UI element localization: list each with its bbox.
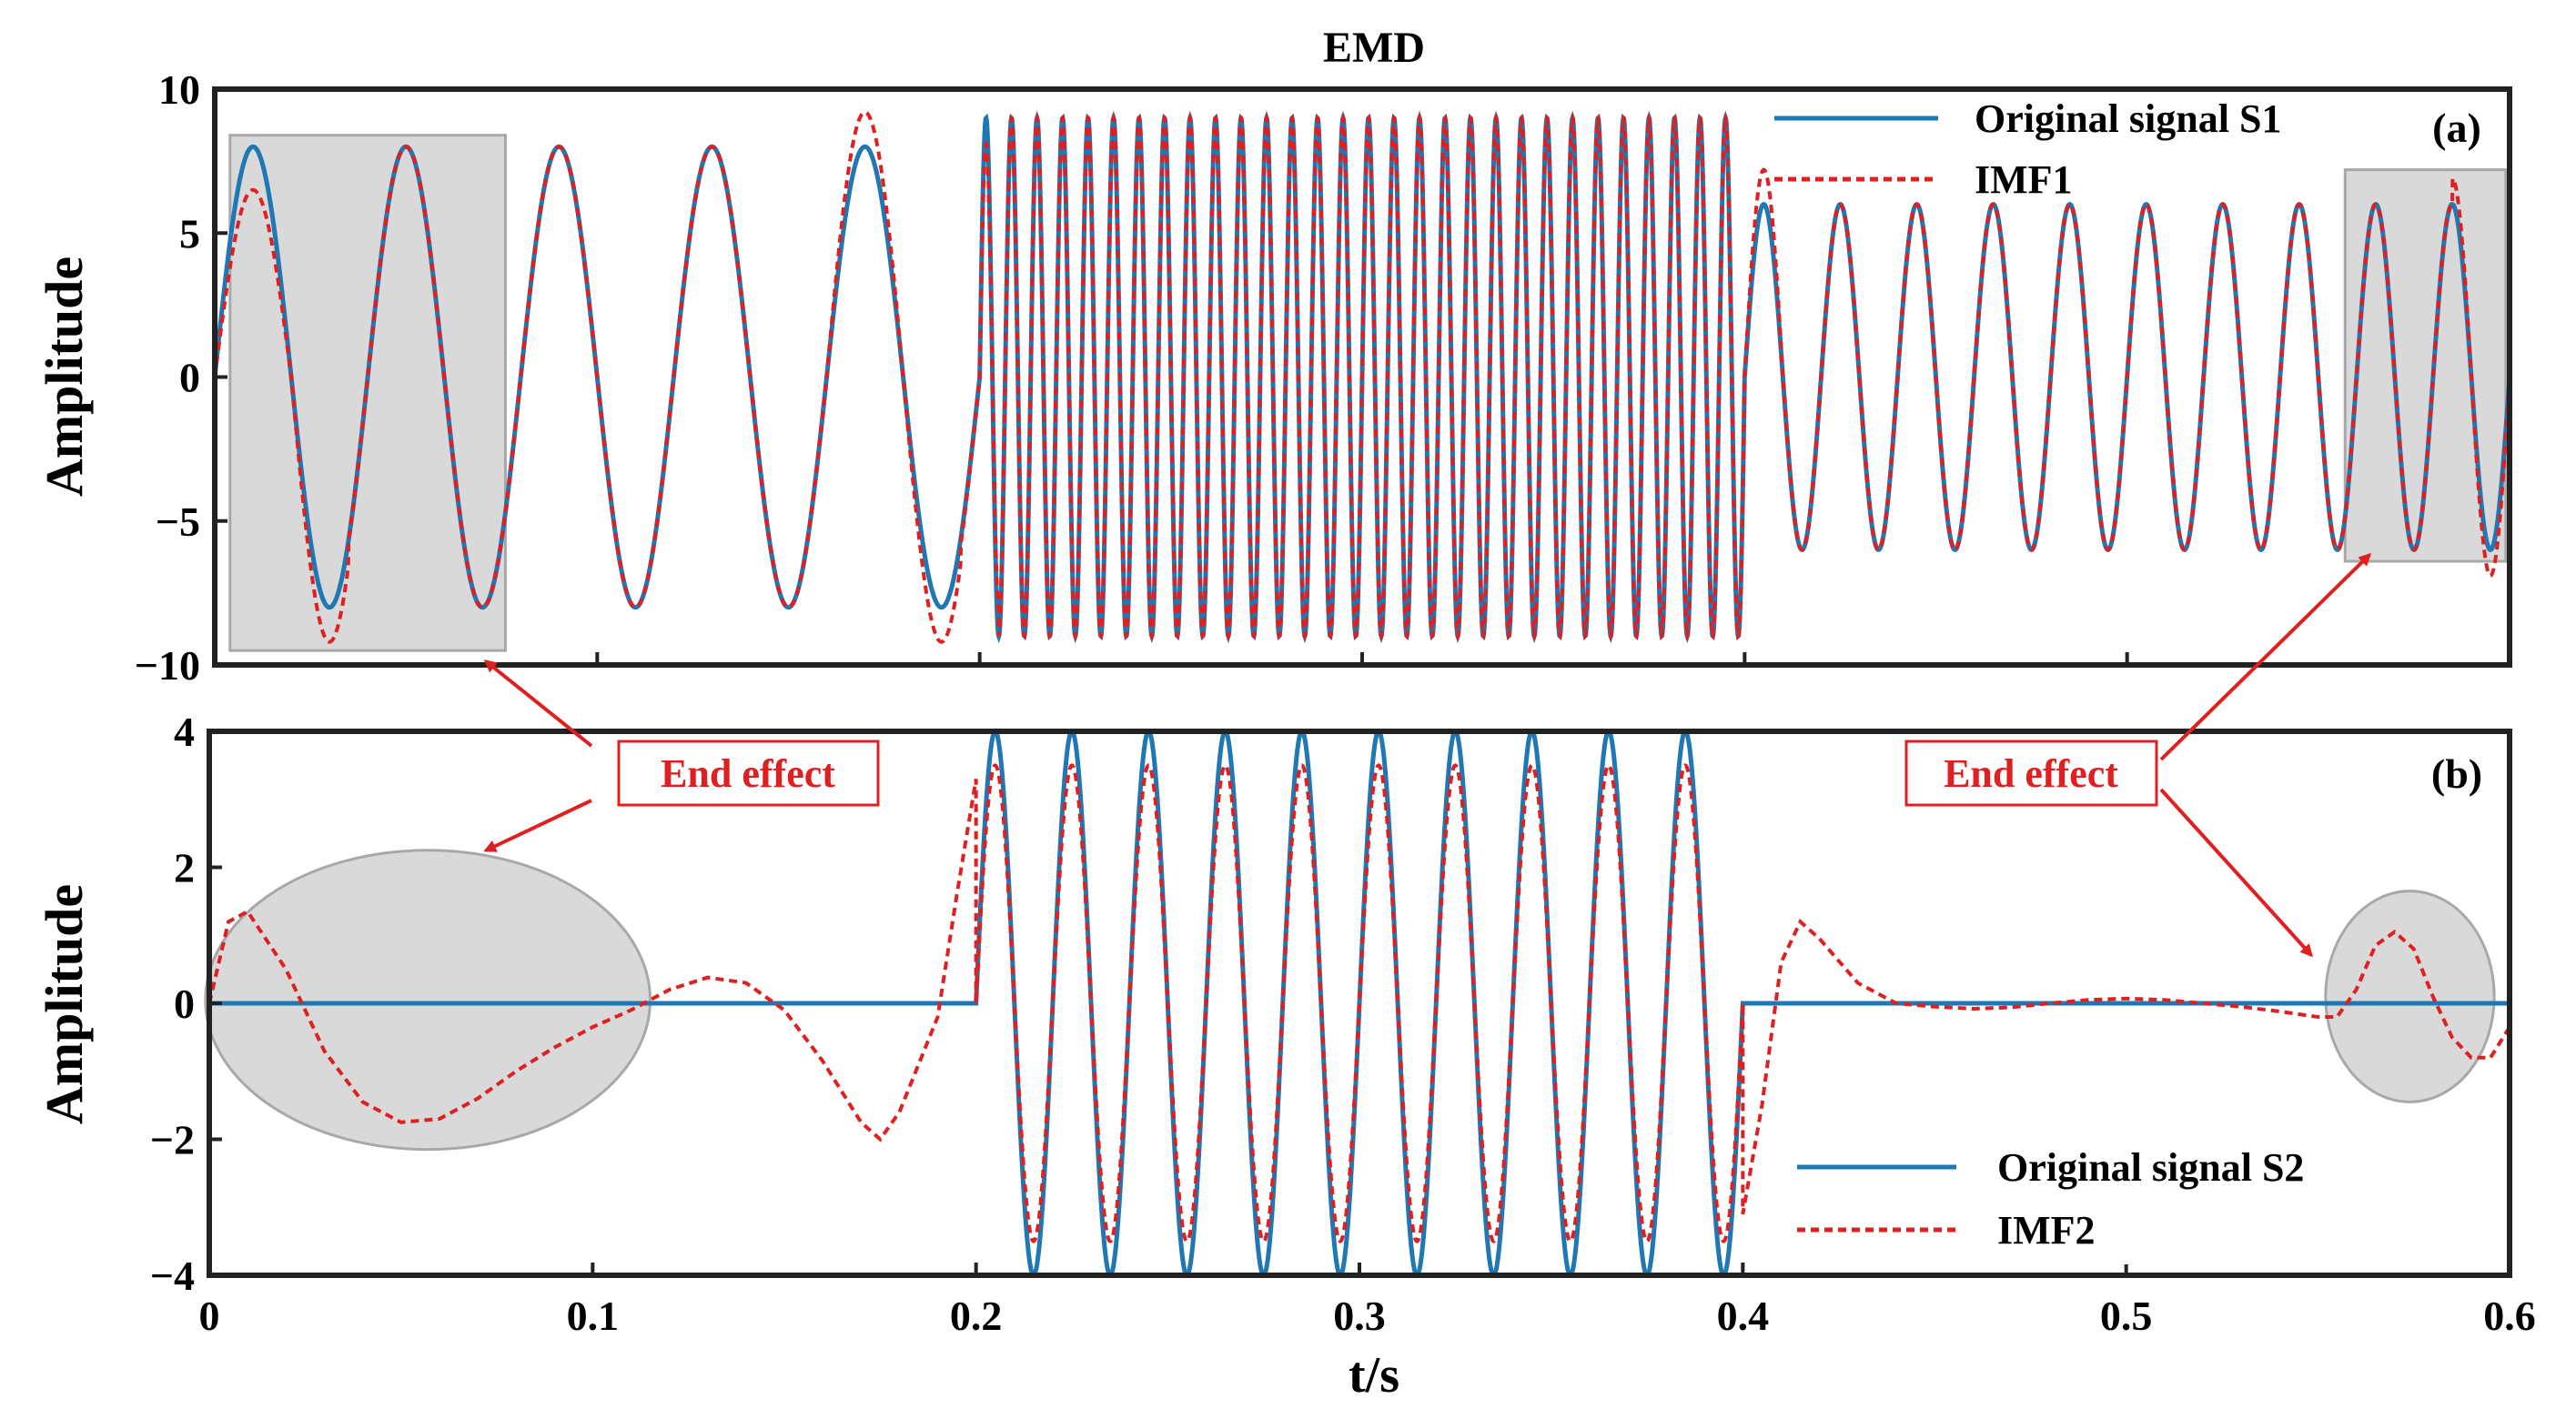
panel-b-ylabel: Amplitude	[35, 884, 94, 1124]
annotation-text: End effect	[1944, 751, 2118, 796]
y-tick-label: −5	[156, 498, 200, 545]
y-tick-label: 4	[174, 709, 195, 755]
legend-label-s2: Original signal S2	[1997, 1145, 2304, 1190]
x-tick-label: 0.3	[1333, 1293, 1386, 1339]
panel-a-axes: 10 5 0 −5 −10	[135, 66, 2511, 689]
series-line-imf1	[215, 110, 2510, 644]
panel-b-label: (b)	[2431, 750, 2482, 797]
series-line-imf2	[209, 763, 2510, 1243]
series-line-original-signal-s2	[209, 729, 2510, 1275]
end-effect-annotation-right: End effect	[1904, 552, 2372, 958]
annotation-arrow	[2159, 552, 2372, 761]
legend-a: Original signal S1 IMF1	[1774, 96, 2281, 202]
annotation-text: End effect	[661, 751, 835, 796]
x-tick-label: 0.6	[2483, 1293, 2536, 1339]
end-effect-region-right	[2324, 890, 2496, 1103]
legend-b-background	[1783, 1132, 2502, 1264]
y-tick-label: 10	[158, 66, 200, 113]
legend-label-s1: Original signal S1	[1975, 96, 2281, 141]
y-tick-label: 0	[179, 355, 200, 401]
y-tick-label: −2	[150, 1117, 195, 1163]
annotation-arrow	[2159, 788, 2314, 958]
y-tick-label: 5	[179, 210, 200, 257]
x-tick-label: 0.4	[1717, 1293, 1770, 1339]
annotation-arrow	[483, 659, 593, 748]
panel-a-ylabel: Amplitude	[35, 257, 94, 497]
annotation-arrow	[483, 799, 592, 852]
annotation-box	[1904, 740, 2158, 807]
x-tick-label: 0.5	[2100, 1293, 2153, 1339]
y-tick-label: 2	[174, 845, 195, 891]
legend-b: Original signal S2 IMF2	[1783, 1132, 2502, 1264]
panel-b-axes: 420−2−40 0.1 0.2 0.3 0.4 0.5 0.6	[150, 709, 2536, 1339]
y-tick-label: −10	[135, 642, 200, 689]
annotation-box	[617, 740, 880, 807]
x-tick-label: 0.1	[567, 1293, 620, 1339]
legend-label-imf1: IMF1	[1975, 157, 2073, 202]
x-tick-label: 0	[199, 1293, 220, 1339]
y-tick-label: 0	[174, 981, 195, 1027]
end-effect-region-left	[204, 849, 652, 1152]
x-axis-label: t/s	[1349, 1347, 1399, 1404]
chart-title: EMD	[1323, 24, 1425, 72]
legend-label-imf2: IMF2	[1997, 1208, 2096, 1253]
x-tick-label: 0.2	[950, 1293, 1003, 1339]
end-effect-annotation-left: End effect	[483, 659, 880, 852]
panel-a-label: (a)	[2432, 105, 2481, 151]
y-tick-label: −4	[150, 1253, 195, 1299]
